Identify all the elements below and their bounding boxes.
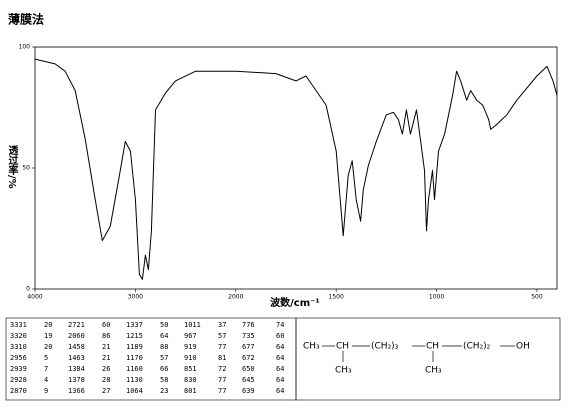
peak-table-cell: 2870: [10, 387, 27, 395]
peak-table-cell: 3310: [10, 343, 27, 351]
peak-table-cell: 1384: [68, 365, 85, 373]
peak-table-cell: 650: [242, 365, 255, 373]
x-tick-label: 500: [531, 294, 543, 301]
peak-table-cell: 66: [160, 365, 168, 373]
peak-table-cell: 1463: [68, 354, 85, 362]
structure-group: (CH₂)₂: [463, 342, 491, 352]
peak-table-cell: 1189: [126, 343, 143, 351]
peak-table-cell: 21: [102, 354, 110, 362]
peak-table-cell: 1337: [126, 321, 143, 329]
peak-table-cell: 2956: [10, 354, 27, 362]
peak-table-cell: 72: [218, 365, 226, 373]
x-tick-label: 2000: [228, 294, 243, 301]
peak-table-cell: 81: [218, 354, 226, 362]
peak-table-cell: 50: [160, 321, 168, 329]
peak-table-cell: 2939: [10, 365, 27, 373]
peak-table-cell: 1366: [68, 387, 85, 395]
peak-table-cell: 3331: [10, 321, 27, 329]
structure-group: CH: [336, 342, 349, 352]
peak-table-cell: 20: [44, 343, 52, 351]
peak-table-cell: 57: [218, 332, 226, 340]
peak-table-cell: 74: [276, 321, 284, 329]
peak-table-cell: 60: [276, 332, 284, 340]
peak-table-cell: 88: [160, 343, 168, 351]
peak-table-cell: 4: [44, 376, 48, 384]
peak-table-cell: 58: [160, 376, 168, 384]
peak-table-cell: 77: [218, 387, 226, 395]
peak-table-cell: 776: [242, 321, 255, 329]
peak-table-cell: 1130: [126, 376, 143, 384]
peak-table-cell: 28: [102, 376, 110, 384]
peak-table-cell: 3320: [10, 332, 27, 340]
peak-table-cell: 64: [160, 332, 168, 340]
peak-table-cell: 23: [160, 387, 168, 395]
y-tick-label: 100: [19, 44, 31, 51]
structure-group: CH: [426, 342, 439, 352]
x-tick-label: 3000: [128, 294, 143, 301]
peak-table-cell: 639: [242, 387, 255, 395]
peak-table-cell: 20: [44, 321, 52, 329]
peak-table-cell: 967: [184, 332, 197, 340]
peak-table-cell: 77: [218, 343, 226, 351]
peak-table-cell: 64: [276, 365, 284, 373]
structure-group: (CH₂)₃: [371, 342, 399, 352]
peak-table-cell: 60: [102, 321, 110, 329]
bonds: [322, 345, 515, 362]
peak-table-cell: 21: [102, 343, 110, 351]
peak-table-cell: 1215: [126, 332, 143, 340]
structure-branch: CH₃: [335, 366, 352, 376]
peak-table-cell: 735: [242, 332, 255, 340]
peak-table-cell: 1064: [126, 387, 143, 395]
peak-table-cell: 830: [184, 376, 197, 384]
peak-table-cell: 19: [44, 332, 52, 340]
peak-table-cell: 7: [44, 365, 48, 373]
peak-table-cell: 5: [44, 354, 48, 362]
peak-table-cell: 64: [276, 354, 284, 362]
peak-table-cell: 2721: [68, 321, 85, 329]
peak-table-cell: 64: [276, 376, 284, 384]
peak-table-cell: 645: [242, 376, 255, 384]
peak-table-cell: 77: [218, 376, 226, 384]
plot-frame: [34, 46, 558, 290]
peak-table-cell: 801: [184, 387, 197, 395]
peak-table-cell: 851: [184, 365, 197, 373]
peak-table-cell: 2060: [68, 332, 85, 340]
peak-table-cell: 2928: [10, 376, 27, 384]
peak-table-cell: 1170: [126, 354, 143, 362]
peak-table-cell: 1378: [68, 376, 85, 384]
peak-table-cell: 672: [242, 354, 255, 362]
peak-table-cell: 57: [160, 354, 168, 362]
structure-frame: [295, 317, 561, 401]
peak-table-cell: 9: [44, 387, 48, 395]
y-tick-label: 50: [22, 165, 30, 172]
peak-table-cell: 86: [102, 332, 110, 340]
x-tick-label: 4000: [27, 294, 42, 301]
peak-table-cell: 64: [276, 343, 284, 351]
peak-table-cell: 64: [276, 387, 284, 395]
peak-table-cell: 37: [218, 321, 226, 329]
chart-title: 薄膜法: [8, 12, 44, 27]
x-tick-label: 1500: [329, 294, 344, 301]
peak-table-cell: 1160: [126, 365, 143, 373]
structure-branch: CH₃: [425, 366, 442, 376]
peak-table-cell: 910: [184, 354, 197, 362]
structure-group: OH: [516, 342, 530, 352]
y-tick-label: 0: [26, 286, 30, 293]
x-tick-label: 1000: [429, 294, 444, 301]
peak-table-cell: 26: [102, 365, 110, 373]
peak-table-cell: 919: [184, 343, 197, 351]
peak-table-cell: 677: [242, 343, 255, 351]
peak-table-cell: 27: [102, 387, 110, 395]
y-axis-label: 透过率/%: [6, 144, 18, 189]
x-axis-label: 波数/cm⁻¹: [270, 296, 320, 309]
peak-table-cell: 1011: [184, 321, 201, 329]
peak-table-cell: 1458: [68, 343, 85, 351]
structure-group: CH₃: [303, 342, 320, 352]
spectrum-line: [34, 58, 558, 280]
